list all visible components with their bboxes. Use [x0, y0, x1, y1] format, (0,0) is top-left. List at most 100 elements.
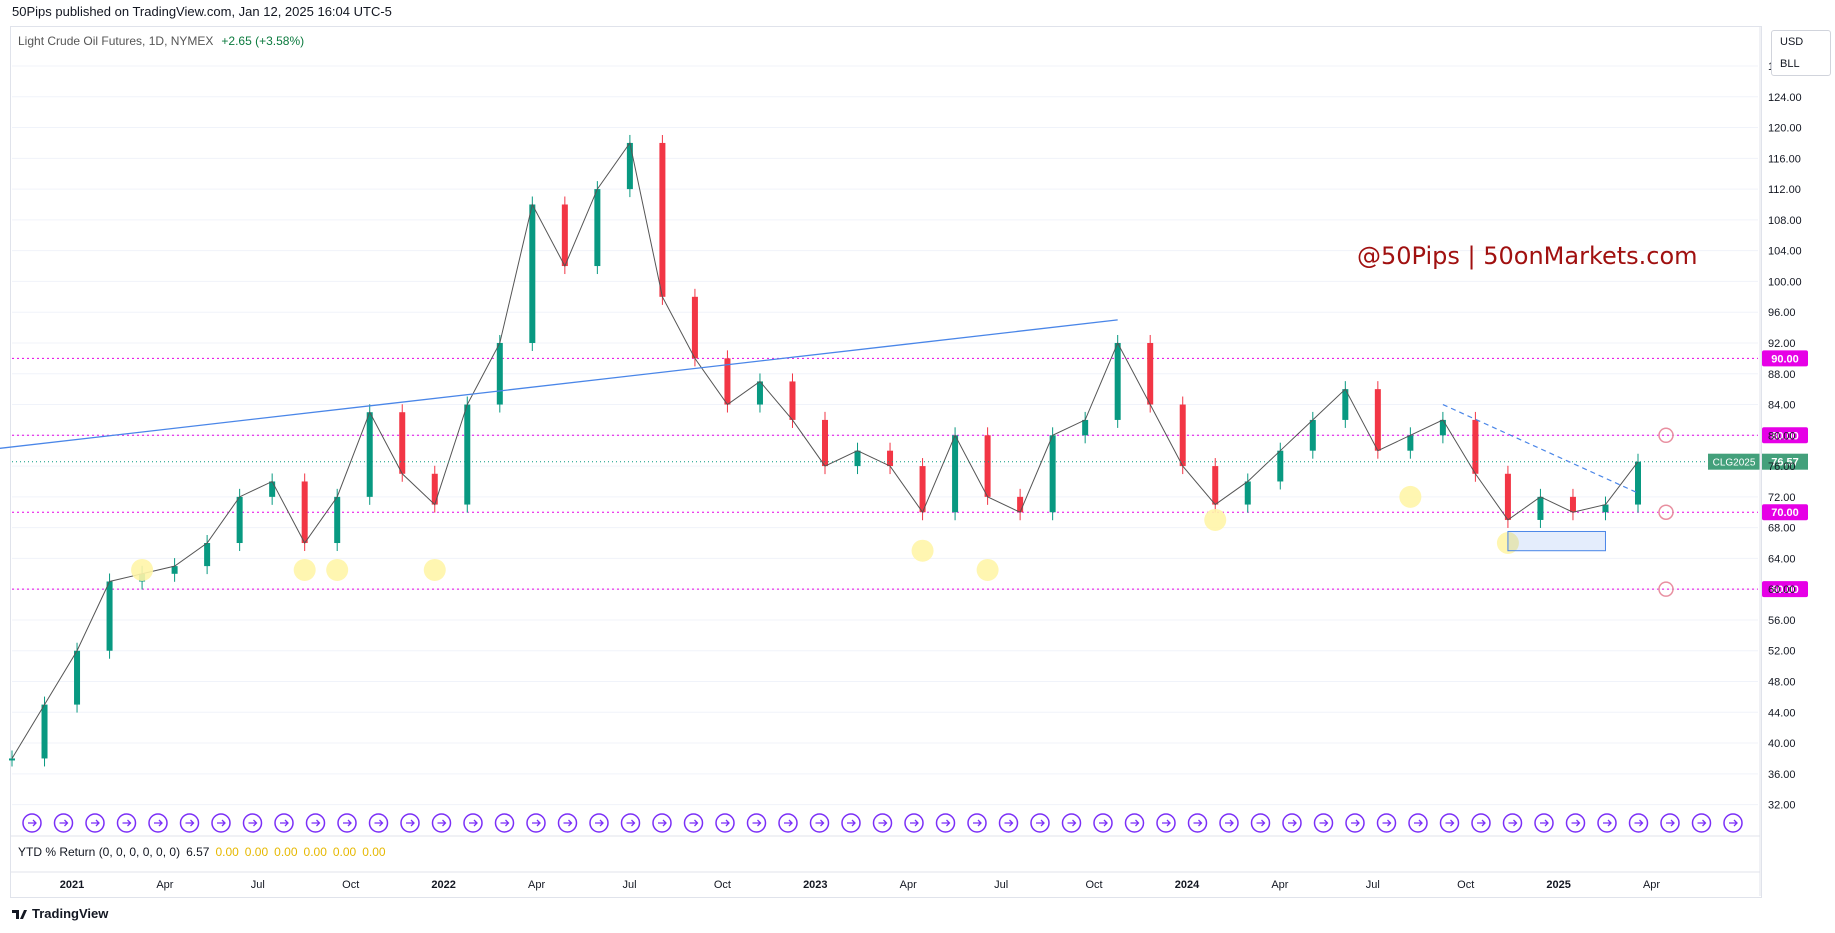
candle-body [1635, 461, 1641, 505]
event-arrow-glyph [1445, 819, 1455, 827]
level-price-tag [1762, 581, 1808, 598]
highlight-circle [423, 558, 446, 581]
y-tick-label: 72.00 [1768, 492, 1796, 504]
event-arrows [22, 813, 1743, 833]
candle-body [952, 435, 959, 513]
candle-body [561, 204, 568, 267]
candle-body [529, 204, 536, 343]
event-arrow-glyph [311, 819, 321, 827]
x-tick-label: Jul [994, 879, 1008, 891]
candle-body [431, 473, 438, 505]
x-tick-label: Apr [900, 879, 917, 891]
y-tick-label: 52.00 [1768, 646, 1796, 658]
y-tick-label: 120.00 [1768, 123, 1802, 135]
event-arrow-glyph [563, 819, 573, 827]
highlight-circle [131, 558, 154, 581]
x-tick-label: Oct [1085, 879, 1102, 891]
indicator-zero: 0.00 [332, 845, 357, 859]
currency-label[interactable]: USD [1780, 36, 1804, 48]
unit-selector[interactable]: USD BLL [1771, 30, 1831, 76]
y-tick-label: 32.00 [1768, 800, 1796, 812]
candle-body [789, 381, 796, 420]
price-axis: 32.00 36.00 40.00 44.00 48.00 52.00 56.00 60.00… [1759, 26, 1802, 896]
event-arrow-glyph [1729, 819, 1738, 827]
highlight-circle [326, 558, 349, 581]
symbol-title: Light Crude Oil Futures, 1D, NYMEX [18, 34, 214, 48]
tradingview-logo[interactable]: TradingView [12, 906, 108, 921]
y-tick-label: 116.00 [1768, 153, 1801, 165]
highlight-circle [976, 558, 999, 581]
indicator-zero: 0.00 [274, 845, 298, 859]
y-tick-label: 56.00 [1768, 615, 1796, 627]
event-arrow-glyph [1666, 819, 1675, 827]
price-line [11, 141, 1639, 759]
chart-pane[interactable] [10, 26, 1762, 898]
price-series: CLG2025 76.57 [9, 134, 1808, 767]
y-tick-label: 92.00 [1768, 338, 1796, 350]
event-arrow-glyph [1319, 819, 1329, 827]
dashed-trendline [1442, 403, 1639, 494]
event-arrow-glyph [1036, 819, 1045, 827]
event-arrow-glyph [626, 819, 636, 827]
candle-body [1569, 496, 1576, 513]
candle-body [106, 581, 113, 651]
ytd-indicator-legend[interactable]: YTD % Return (0, 0, 0, 0, 0, 0) 6.57 0.0… [18, 845, 386, 859]
event-arrow-glyph [1099, 819, 1108, 827]
x-tick-label: Oct [714, 879, 731, 891]
x-tick-label: 2022 [431, 879, 455, 891]
y-tick-label: 100.00 [1768, 276, 1802, 288]
candle-body [1147, 342, 1154, 405]
candle-body [1277, 450, 1284, 482]
event-arrow-glyph [1351, 819, 1360, 827]
event-arrow-glyph [28, 819, 37, 827]
candle-body [301, 481, 308, 544]
candle-body [334, 496, 341, 544]
x-tick-label: 2024 [1175, 879, 1200, 891]
event-arrow-glyph [941, 819, 951, 827]
candle-body [594, 189, 601, 267]
event-arrow-glyph [847, 819, 856, 827]
y-tick-label: 60.00 [1768, 584, 1796, 596]
x-tick-label: Jul [622, 879, 636, 891]
event-arrow-glyph [500, 819, 510, 827]
candle-body [659, 142, 666, 297]
candle-body [724, 358, 731, 405]
event-arrow-glyph [878, 819, 888, 827]
y-tick-label: 48.00 [1768, 677, 1796, 689]
candle-body [1082, 419, 1089, 436]
candle-body [236, 496, 243, 544]
candle-body [1017, 496, 1024, 513]
indicator-zero: 0.00 [215, 845, 239, 859]
event-arrow-glyph [91, 819, 100, 827]
level-price-tag [1762, 427, 1808, 444]
highlight-circle [1399, 485, 1422, 508]
event-arrow-glyph [1193, 819, 1203, 827]
candle-body [9, 758, 15, 761]
annotations [0, 319, 1674, 597]
x-tick-label: Apr [156, 879, 173, 891]
x-tick-label: Apr [1271, 879, 1288, 891]
x-tick-label: Jul [1366, 879, 1380, 891]
y-tick-label: 88.00 [1768, 369, 1796, 381]
event-arrow-glyph [1414, 819, 1423, 827]
unit-label[interactable]: BLL [1780, 58, 1800, 70]
event-arrow-glyph [1288, 819, 1297, 827]
x-tick-label: 2025 [1546, 879, 1570, 891]
event-arrow-glyph [1477, 819, 1486, 827]
alert-icon [1658, 504, 1674, 520]
indicator-zero: 0.00 [362, 845, 386, 859]
symbol-legend[interactable]: Light Crude Oil Futures, 1D, NYMEX +2.65… [18, 34, 304, 48]
price-change: +2.65 (+3.58%) [221, 34, 305, 48]
y-tick-label: 112.00 [1768, 184, 1801, 196]
event-arrow-glyph [752, 819, 762, 827]
candle-body [1244, 481, 1251, 505]
x-tick-label: Apr [528, 879, 545, 891]
candle-body [1407, 435, 1414, 451]
event-arrow-glyph [815, 819, 825, 827]
event-arrow-glyph [437, 819, 447, 827]
event-arrow-glyph [1382, 819, 1392, 827]
y-tick-label: 124.00 [1768, 92, 1802, 104]
event-arrow-glyph [1697, 819, 1707, 827]
event-arrow-glyph [280, 819, 289, 827]
